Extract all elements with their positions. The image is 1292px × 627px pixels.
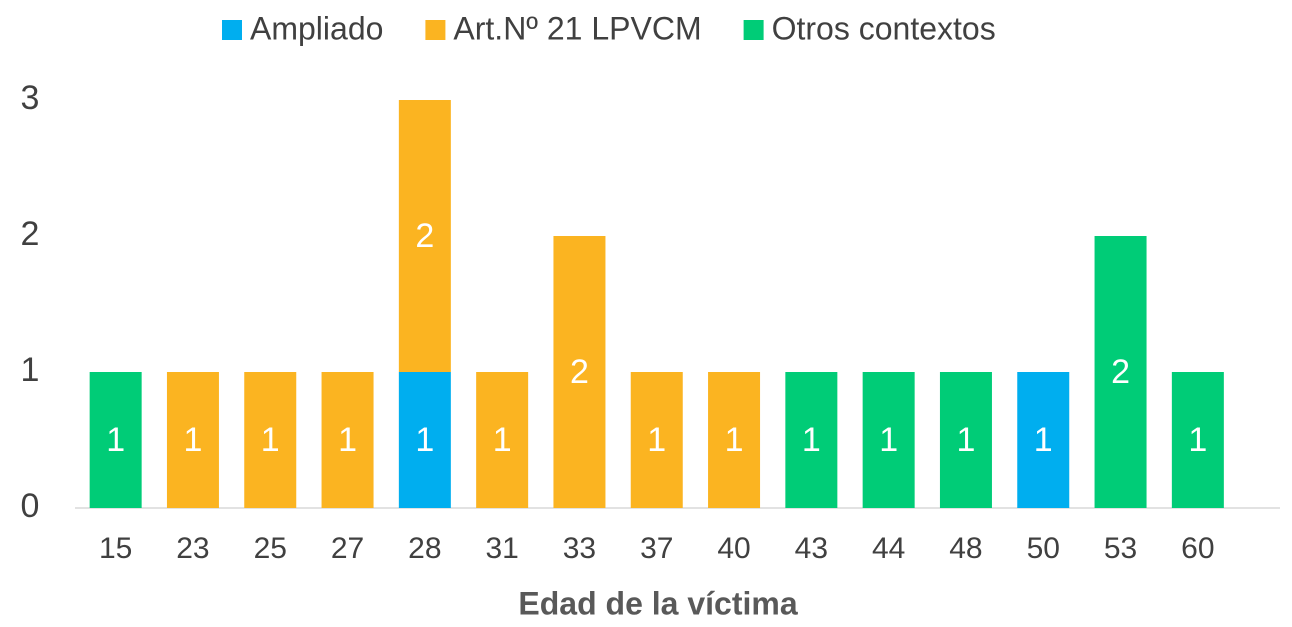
x-tick-label: 33 <box>563 532 596 565</box>
data-label: 1 <box>647 421 666 459</box>
bar-segment <box>939 372 992 508</box>
bar-segment <box>630 372 683 508</box>
bar-segment <box>476 372 529 508</box>
bar-segment <box>785 372 838 508</box>
data-label: 1 <box>802 421 821 459</box>
bar-segment <box>166 372 219 508</box>
legend-label: Art.Nº 21 LPVCM <box>453 10 701 46</box>
y-tick-label: 1 <box>21 351 40 389</box>
x-tick-label: 15 <box>99 532 132 565</box>
x-tick-label: 53 <box>1104 532 1137 565</box>
y-tick-label: 2 <box>21 215 40 253</box>
x-tick-label: 48 <box>949 532 982 565</box>
legend-swatch <box>425 20 446 40</box>
x-tick-label: 37 <box>640 532 673 565</box>
data-label: 1 <box>1034 421 1053 459</box>
bar-segment <box>1017 372 1070 508</box>
legend-swatch <box>743 20 764 40</box>
x-tick-label: 40 <box>717 532 750 565</box>
data-label: 2 <box>415 217 434 255</box>
bar-segment <box>244 372 297 508</box>
bar-segment <box>398 100 451 372</box>
data-label: 1 <box>106 421 125 459</box>
x-axis-title: Edad de la víctima <box>518 585 797 621</box>
legend-swatch <box>222 20 242 40</box>
x-tick-label: 28 <box>408 532 441 565</box>
data-label: 1 <box>338 421 357 459</box>
bar-segment <box>321 372 374 508</box>
x-tick-label: 27 <box>331 532 364 565</box>
x-tick-label: 50 <box>1027 532 1060 565</box>
legend-label: Otros contextos <box>772 10 996 46</box>
data-label: 2 <box>570 353 589 391</box>
x-tick-label: 60 <box>1181 532 1214 565</box>
bar-segment <box>1171 372 1224 508</box>
data-label: 1 <box>879 421 898 459</box>
data-label: 2 <box>1111 353 1130 391</box>
x-tick-label: 25 <box>254 532 287 565</box>
data-label: 1 <box>1188 421 1207 459</box>
y-tick-label: 3 <box>21 79 40 117</box>
data-label: 1 <box>183 421 202 459</box>
x-tick-label: 43 <box>795 532 828 565</box>
bar-segment <box>862 372 915 508</box>
data-label: 1 <box>415 421 434 459</box>
bar-segment <box>398 372 451 508</box>
data-label: 1 <box>493 421 512 459</box>
x-tick-label: 44 <box>872 532 905 565</box>
data-label: 1 <box>261 421 280 459</box>
legend-label: Ampliado <box>250 10 383 46</box>
bar-segment <box>89 372 142 508</box>
x-tick-label: 23 <box>176 532 209 565</box>
x-tick-label: 31 <box>485 532 518 565</box>
data-label: 1 <box>725 421 744 459</box>
data-label: 1 <box>956 421 975 459</box>
bar-segment <box>553 236 606 508</box>
bar-segment <box>1094 236 1147 508</box>
bar-segment <box>708 372 761 508</box>
y-tick-label: 0 <box>21 487 40 525</box>
